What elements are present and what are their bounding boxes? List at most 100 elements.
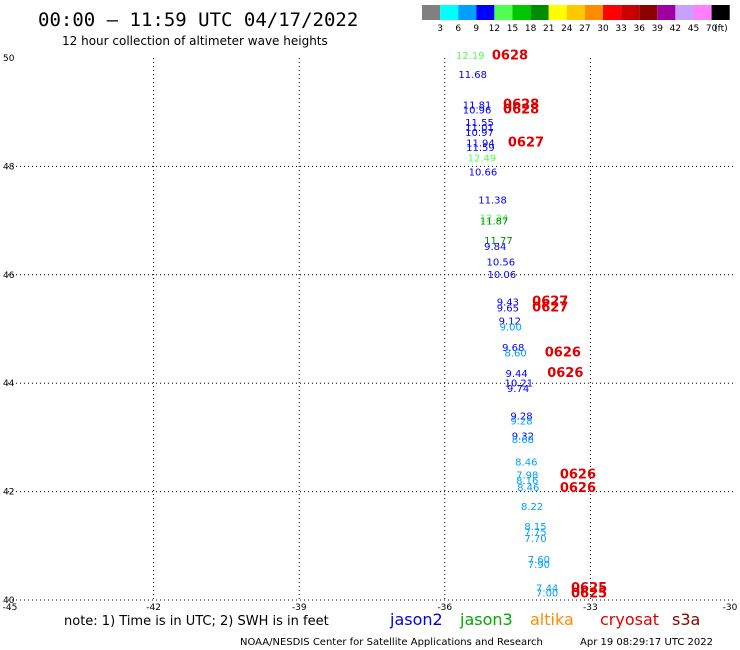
y-tick-label: 48	[3, 162, 15, 172]
wave-height-point: 7.98	[516, 471, 538, 482]
colorbar-label: 70	[706, 24, 718, 34]
colorbar-swatch	[675, 5, 694, 20]
y-tick-label: 50	[3, 54, 15, 64]
wave-height-point: 7.75	[524, 528, 546, 539]
wave-height-point: 11.94	[466, 138, 495, 149]
colorbar-label: 27	[579, 24, 590, 34]
colorbar-label: 36	[633, 24, 645, 34]
colorbar-unit: (ft)	[714, 24, 728, 34]
cycle-labels: 0628062806280627062706270626062606260626…	[492, 49, 607, 602]
cycle-label: 0625	[571, 581, 607, 596]
colorbar-swatch	[422, 5, 441, 20]
footer-timestamp: Apr 19 08:29:17 UTC 2022	[580, 637, 713, 648]
colorbar-label: 21	[543, 24, 554, 34]
colorbar-label: 9	[473, 24, 479, 34]
wave-height-point: 10.21	[504, 378, 533, 389]
colorbar-swatch	[621, 5, 640, 20]
footer-credit: NOAA/NESDIS Center for Satellite Applica…	[240, 637, 543, 648]
colorbar-label: 24	[561, 24, 573, 34]
x-tick-label: -36	[437, 603, 452, 613]
x-tick-label: -39	[292, 603, 307, 613]
cycle-label: 0625	[571, 586, 607, 601]
colorbar-label: 3	[437, 24, 443, 34]
cycle-label: 0627	[532, 301, 568, 316]
colorbar-swatch	[512, 5, 531, 20]
cycle-label: 0626	[545, 346, 581, 361]
wave-height-point: 9.65	[497, 304, 519, 315]
colorbar-swatch	[566, 5, 585, 20]
wave-height-point: 7.70	[524, 534, 546, 545]
chart-subtitle: 12 hour collection of altimeter wave hei…	[62, 34, 328, 48]
footer-note: note: 1) Time is in UTC; 2) SWH is in fe…	[64, 614, 329, 629]
wave-height-point: 11.81	[463, 100, 492, 111]
wave-height-point: 9.43	[497, 298, 519, 309]
colorbar-swatch	[693, 5, 712, 20]
wave-height-point: 7.00	[536, 589, 558, 600]
colorbar-label: 39	[652, 24, 664, 34]
y-tick-label: 42	[3, 488, 14, 498]
colorbar-swatch	[639, 5, 658, 20]
wave-height-point: 9.28	[510, 412, 532, 423]
x-tick-label: -30	[723, 603, 738, 613]
grid-lines	[8, 58, 736, 601]
wave-height-point: 12.24	[480, 214, 509, 225]
cycle-label: 0626	[547, 366, 583, 381]
colorbar-label: 15	[507, 24, 518, 34]
x-tick-label: -42	[146, 603, 161, 613]
colorbar-label: 18	[525, 24, 537, 34]
wave-height-point: 9.68	[502, 343, 524, 354]
wave-height-point: 9.74	[507, 384, 529, 395]
sat-cryosat: cryosat	[600, 610, 659, 629]
wave-height-point: 12.49	[468, 154, 497, 165]
wave-height-point: 8.68	[512, 435, 534, 446]
wave-height-point: 8.46	[517, 483, 539, 494]
colorbar-label: 12	[489, 24, 500, 34]
wave-height-point: 12.19	[456, 51, 485, 62]
wave-height-point: 9.28	[510, 416, 532, 427]
colorbar-swatch	[603, 5, 622, 20]
colorbar-label: 33	[615, 24, 626, 34]
wave-height-point: 11.55	[465, 118, 494, 129]
colorbar-swatch	[711, 5, 730, 20]
y-tick-label: 40	[3, 596, 15, 606]
wave-height-point: 11.77	[484, 236, 513, 247]
wave-height-point: 11.87	[480, 216, 509, 227]
colorbar-swatch	[476, 5, 495, 20]
wave-height-point: 9.12	[499, 317, 521, 328]
cycle-label: 0626	[560, 468, 596, 483]
wave-height-point: 11.59	[466, 143, 495, 154]
wave-height-point: 11.38	[478, 195, 507, 206]
wave-height-point: 11.68	[458, 70, 487, 81]
wave-height-point: 10.66	[469, 168, 498, 179]
cycle-label: 0628	[503, 102, 539, 117]
colorbar-swatch	[440, 5, 459, 20]
wave-height-point: 10.56	[487, 258, 516, 269]
y-tick-label: 46	[3, 271, 15, 281]
wave-height-point: 9.00	[500, 323, 522, 334]
colorbar-swatch	[548, 5, 567, 20]
colorbar: 3 6 9 12 15 18 21 24 27 30 33 36 39 42 45 70(ft)	[422, 5, 730, 34]
wave-height-point: 8.22	[521, 502, 543, 513]
chart-title: 00:00 – 11:59 UTC 04/17/2022	[38, 9, 358, 31]
sat-s3a: s3a	[672, 610, 700, 629]
wave-height-point: 10.06	[488, 270, 517, 281]
cycle-label: 0626	[560, 481, 596, 496]
cycle-label: 0628	[492, 49, 528, 64]
wave-height-point: 9.84	[484, 242, 506, 253]
colorbar-swatch	[530, 5, 549, 20]
wave-height-point: 7.44	[536, 583, 558, 594]
x-tick-label: -33	[583, 603, 598, 613]
colorbar-label: 6	[455, 24, 461, 34]
wave-height-point: 7.60	[528, 555, 550, 566]
y-tick-label: 44	[3, 379, 15, 389]
wave-height-point: 7.90	[528, 560, 550, 571]
sat-altika: altika	[530, 610, 574, 629]
sat-jason2: jason2	[389, 610, 443, 629]
colorbar-swatch	[494, 5, 513, 20]
colorbar-swatch	[584, 5, 603, 20]
colorbar-swatch	[657, 5, 676, 20]
axes: -45 -42 -39 -36 -33 -30 40 42 44 46 48 50	[3, 54, 738, 613]
cycle-label: 0627	[532, 295, 568, 310]
wave-height-point: 10.97	[465, 128, 494, 139]
